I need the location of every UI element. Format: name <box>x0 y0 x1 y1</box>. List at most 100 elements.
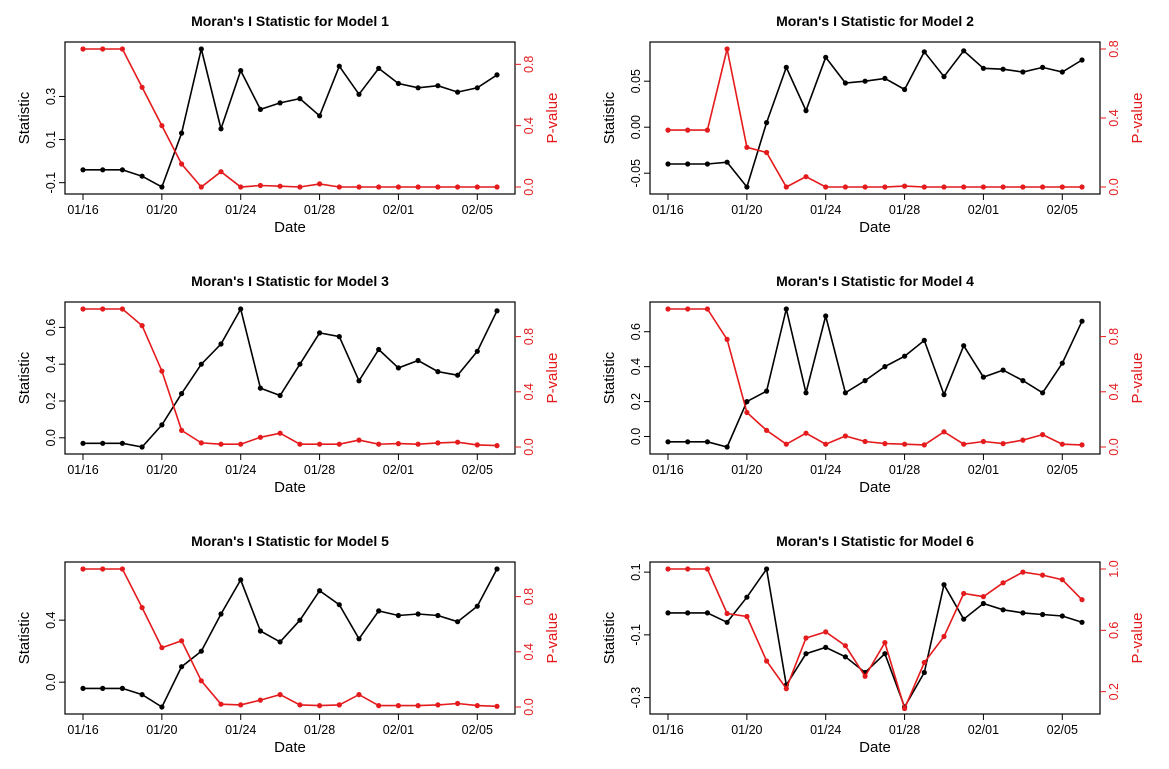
pvalue-point <box>474 184 480 190</box>
statistic-point <box>317 330 323 336</box>
pvalue-line <box>83 308 498 447</box>
statistic-point <box>435 369 441 375</box>
pvalue-point <box>198 440 204 446</box>
statistic-point <box>1040 390 1046 396</box>
x-axis-label: Date <box>274 479 306 496</box>
pvalue-point <box>238 441 244 447</box>
x-tick-label: 01/16 <box>652 723 683 737</box>
x-tick-label: 02/01 <box>383 203 414 217</box>
statistic-point <box>862 378 868 384</box>
plot-frame <box>649 41 1101 195</box>
statistic-point <box>257 628 263 634</box>
statistic-point <box>902 86 908 93</box>
pvalue-point <box>1040 572 1046 578</box>
statistic-point <box>1059 360 1065 366</box>
y2-tick-label: 0.6 <box>1107 622 1121 639</box>
pvalue-point <box>764 427 770 433</box>
statistic-point <box>159 704 165 710</box>
y2-axis-label: P-value <box>544 93 561 144</box>
x-axis-label: Date <box>859 479 891 496</box>
y2-tick-label: 0.8 <box>1107 40 1121 57</box>
pvalue-point <box>455 700 461 707</box>
pvalue-point <box>961 184 967 190</box>
pvalue-point <box>218 441 224 447</box>
y-axis-label: Statistic <box>16 611 33 664</box>
pvalue-point <box>862 438 868 445</box>
x-tick-label: 02/05 <box>1047 723 1078 737</box>
pvalue-point <box>902 441 908 447</box>
pvalue-point <box>823 629 829 635</box>
pvalue-point <box>882 441 888 447</box>
pvalue-point <box>80 306 86 312</box>
pvalue-point <box>257 182 263 189</box>
pvalue-point <box>80 46 86 52</box>
pvalue-point <box>218 169 224 175</box>
x-tick-label: 02/05 <box>1047 463 1078 477</box>
pvalue-point <box>317 703 323 709</box>
x-tick-label: 02/05 <box>1047 203 1078 217</box>
y-axis-label: Statistic <box>16 351 33 404</box>
statistic-point <box>724 619 730 625</box>
x-tick-label: 02/01 <box>383 463 414 477</box>
pvalue-point <box>724 610 730 617</box>
statistic-point <box>882 364 888 370</box>
pvalue-point <box>139 323 145 329</box>
panel-title: Moran's I Statistic for Model 2 <box>776 13 974 29</box>
statistic-point <box>941 74 947 80</box>
pvalue-point <box>297 702 303 708</box>
pvalue-point <box>1040 184 1046 190</box>
statistic-point <box>980 600 987 607</box>
statistic-point <box>356 636 362 642</box>
statistic-point <box>744 399 750 405</box>
statistic-point <box>1059 69 1065 75</box>
statistic-point <box>1059 613 1065 619</box>
pvalue-point <box>862 184 868 190</box>
statistic-point <box>179 130 185 136</box>
x-tick-label: 02/01 <box>968 723 999 737</box>
statistic-point <box>704 610 711 616</box>
y2-axis-label: P-value <box>1129 353 1146 404</box>
pvalue-point <box>665 306 671 312</box>
statistic-point <box>842 80 849 86</box>
x-tick-label: 01/16 <box>67 203 98 217</box>
statistic-point <box>921 49 927 55</box>
statistic-point <box>455 89 461 95</box>
x-tick-label: 01/28 <box>304 723 335 737</box>
x-tick-label: 01/24 <box>225 203 256 217</box>
pvalue-point <box>119 566 125 572</box>
statistic-point <box>941 392 947 398</box>
y-axis-label: Statistic <box>601 611 618 664</box>
statistic-point <box>119 440 125 446</box>
x-tick-label: 02/05 <box>462 723 493 737</box>
statistic-point <box>198 648 204 654</box>
pvalue-point <box>218 701 224 707</box>
pvalue-point <box>435 184 441 190</box>
pvalue-point <box>494 184 500 190</box>
pvalue-point <box>415 184 421 190</box>
statistic-point <box>1000 367 1006 373</box>
statistic-line <box>668 308 1083 448</box>
statistic-point <box>100 167 106 173</box>
y2-tick-label: 0.4 <box>1107 383 1121 400</box>
x-tick-label: 02/01 <box>383 723 414 737</box>
pvalue-point <box>159 645 165 651</box>
x-tick-label: 01/24 <box>225 463 256 477</box>
y-tick-label: 0.1 <box>629 563 643 580</box>
statistic-point <box>724 444 730 450</box>
pvalue-point <box>455 439 461 445</box>
y-tick-label: 0.0 <box>44 429 58 446</box>
statistic-point <box>218 126 224 132</box>
y2-axis-label: P-value <box>544 613 561 664</box>
panel-title: Moran's I Statistic for Model 5 <box>191 533 389 549</box>
panel-title: Moran's I Statistic for Model 4 <box>776 273 974 289</box>
x-tick-label: 01/16 <box>652 203 683 217</box>
pvalue-point <box>1059 441 1065 447</box>
pvalue-point <box>921 184 927 190</box>
pvalue-point <box>921 442 927 448</box>
y2-tick-label: 0.0 <box>1107 178 1121 195</box>
pvalue-point <box>159 123 165 129</box>
pvalue-point <box>842 184 849 190</box>
statistic-point <box>474 348 480 354</box>
y2-axis-label: P-value <box>1129 613 1146 664</box>
